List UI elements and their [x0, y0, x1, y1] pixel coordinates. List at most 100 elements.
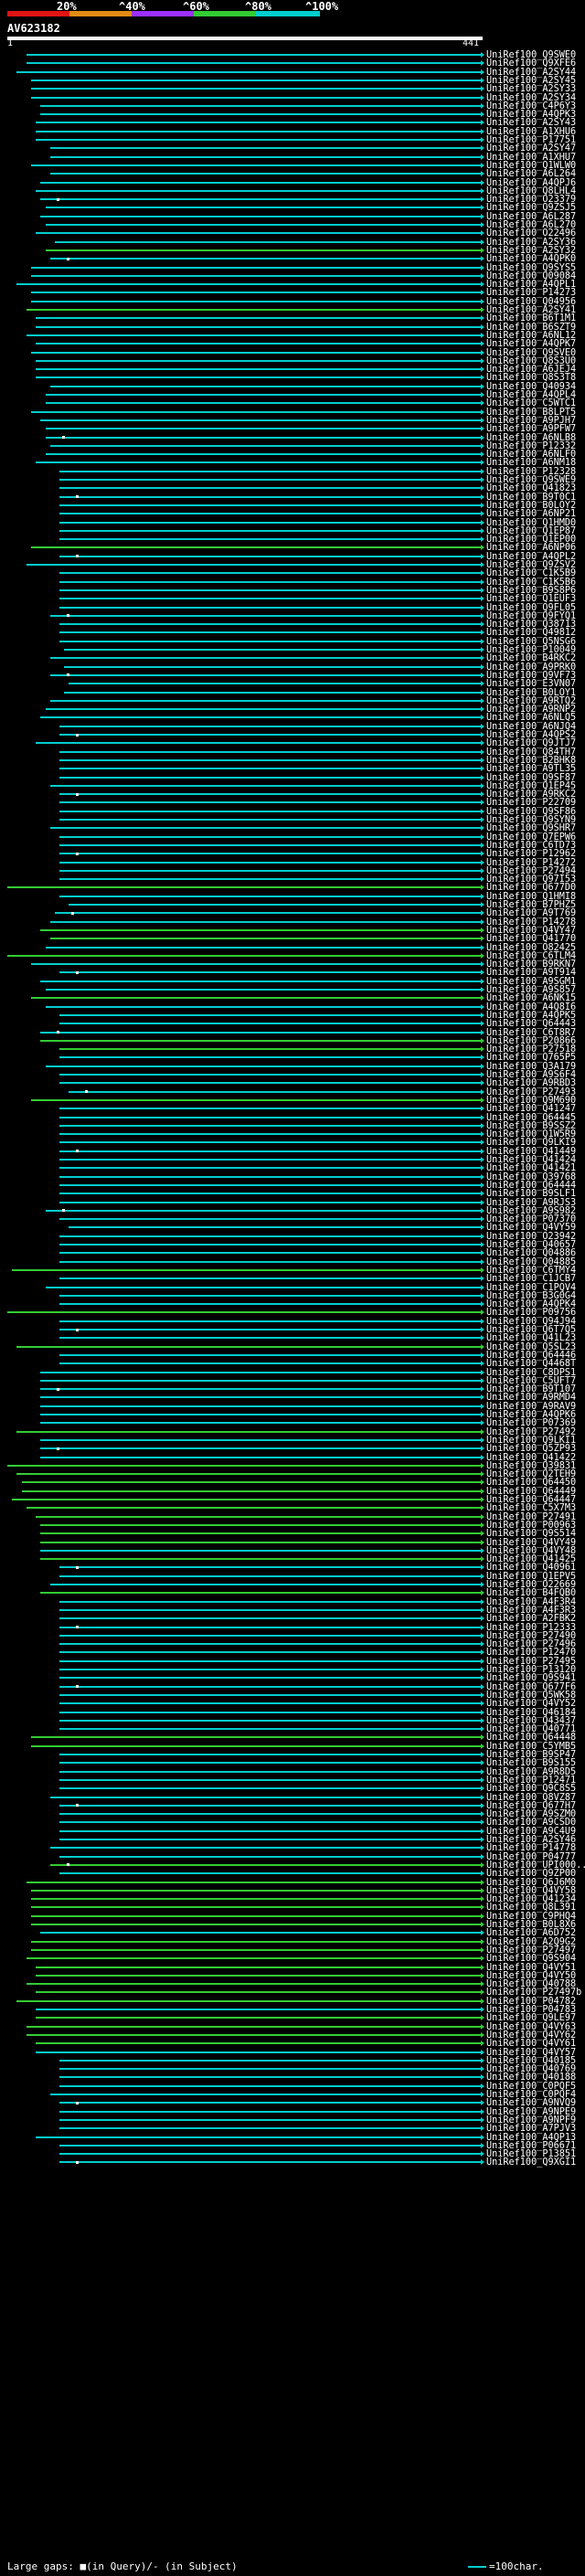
hit-id-link[interactable]: UniRef100_A9C4U9	[486, 1826, 577, 1837]
hit-id-link[interactable]: UniRef100_A6NL12	[486, 330, 577, 341]
hit-id-link[interactable]: UniRef100_C6TD73	[486, 840, 577, 851]
hit-id-link[interactable]: UniRef100_Q9C8S5	[486, 1784, 577, 1795]
hit-id-link[interactable]: UniRef100_A9RKC2	[486, 790, 577, 800]
hit-id-link[interactable]: UniRef100_Q9XFE6	[486, 58, 577, 69]
hit-id-link[interactable]: UniRef100_P04782	[486, 1996, 577, 2007]
hit-id-link[interactable]: UniRef100_Q46184	[486, 1707, 577, 1718]
hit-id-link[interactable]: UniRef100_B8LPT5	[486, 407, 577, 418]
hit-id-link[interactable]: UniRef100_Q41L23	[486, 1333, 577, 1344]
hit-id-link[interactable]: UniRef100_A9T914	[486, 968, 577, 979]
hit-id-link[interactable]: UniRef100_A2SY43	[486, 118, 577, 129]
hit-id-link[interactable]: UniRef100_A2SY47	[486, 143, 577, 154]
hit-id-link[interactable]: UniRef100_A9T769	[486, 908, 577, 919]
hit-id-link[interactable]: UniRef100_Q84TH7	[486, 747, 577, 758]
hit-id-link[interactable]: UniRef100_P09756	[486, 1308, 577, 1319]
hit-id-link[interactable]: UniRef100_A4QPK7	[486, 339, 577, 350]
hit-id-link[interactable]: UniRef100_A4QPL4	[486, 390, 577, 400]
hit-id-link[interactable]: UniRef100_Q9SVE0	[486, 347, 577, 358]
hit-id-link[interactable]: UniRef100_P07370	[486, 1214, 577, 1225]
hit-id-link[interactable]: UniRef100_Q43437	[486, 1715, 577, 1726]
hit-id-link[interactable]: UniRef100_P00963	[486, 1520, 577, 1531]
hit-id-link[interactable]: UniRef100_C6TLM4	[486, 950, 577, 961]
hit-id-link[interactable]: UniRef100_Q9JTJ7	[486, 738, 577, 749]
hit-id-link[interactable]: UniRef100_Q64448	[486, 1733, 577, 1744]
hit-id-link[interactable]: UniRef100_C1K5B6	[486, 577, 577, 588]
hit-id-link[interactable]: UniRef100_Q9LKI9	[486, 1138, 577, 1149]
hit-id-link[interactable]: UniRef100_Q9XGI1	[486, 2157, 577, 2168]
hit-id-link[interactable]: UniRef100_A6D752	[486, 1928, 577, 1939]
hit-id-link[interactable]: UniRef100_Q4VY59	[486, 1223, 577, 1234]
hit-id-link[interactable]: UniRef100_Q4468T	[486, 1359, 577, 1370]
hit-id-link[interactable]: UniRef100_Q97I53	[486, 875, 577, 885]
hit-id-link[interactable]: UniRef100_Q09084	[486, 270, 577, 281]
hit-id-link[interactable]: UniRef100_Q1EP45	[486, 780, 577, 791]
hit-id-link[interactable]: UniRef100_A6NJQ4	[486, 721, 577, 732]
hit-id-link[interactable]: UniRef100_Q9SHR7	[486, 823, 577, 834]
hit-id-link[interactable]: UniRef100_A4QPS2	[486, 730, 577, 740]
hit-id-link[interactable]: UniRef100_Q6T7Q5	[486, 1325, 577, 1335]
hit-id-link[interactable]: UniRef100_B0LOY2	[486, 500, 577, 511]
hit-id-link[interactable]: UniRef100_Q4VY58	[486, 1885, 577, 1896]
hit-id-link[interactable]: UniRef100_Q765P5	[486, 1053, 577, 1064]
hit-id-link[interactable]: UniRef100_Q1HMD0	[486, 517, 577, 528]
hit-id-link[interactable]: UniRef100_Q4VY62	[486, 2030, 577, 2041]
hit-id-link[interactable]: UniRef100_Q41421	[486, 1163, 577, 1174]
hit-id-link[interactable]: UniRef100_A4QPK4	[486, 1299, 577, 1310]
hit-id-link[interactable]: UniRef100_Q41823	[486, 483, 577, 494]
hit-id-link[interactable]: UniRef100_Q9S904	[486, 1954, 577, 1965]
hit-id-link[interactable]: UniRef100_A9PRK0	[486, 662, 577, 673]
hit-id-link[interactable]: UniRef100_Q1EP87	[486, 525, 577, 536]
hit-id-link[interactable]: UniRef100_P12332	[486, 440, 577, 451]
hit-id-link[interactable]: UniRef100_A6NP21	[486, 509, 577, 520]
hit-id-link[interactable]: UniRef100_Q1W5R9	[486, 1129, 577, 1140]
hit-id-link[interactable]: UniRef100_A9RJS3	[486, 1197, 577, 1208]
hit-id-link[interactable]: UniRef100_A6NLB8	[486, 432, 577, 443]
hit-id-link[interactable]: UniRef100_P27497b	[486, 1988, 582, 1998]
hit-id-link[interactable]: UniRef100_B9T107	[486, 1384, 577, 1395]
hit-id-link[interactable]: UniRef100_A9NPE9	[486, 2106, 577, 2117]
hit-id-link[interactable]: UniRef100_Q64444	[486, 1180, 577, 1191]
hit-id-link[interactable]: UniRef100_C9PHQ4	[486, 1911, 577, 1922]
hit-id-link[interactable]: UniRef100_A4QP13	[486, 2132, 577, 2143]
hit-id-link[interactable]: UniRef100_Q5SL23	[486, 1341, 577, 1352]
hit-id-link[interactable]: UniRef100_A9R8D5	[486, 1766, 577, 1777]
hit-id-link[interactable]: UniRef100_B6SZT9	[486, 322, 577, 333]
hit-id-link[interactable]: UniRef100_Q9SYN9	[486, 815, 577, 825]
hit-id-link[interactable]: UniRef100_Q40961	[486, 1563, 577, 1574]
hit-id-link[interactable]: UniRef100_A4Q8I6	[486, 1002, 577, 1012]
hit-id-link[interactable]: UniRef100_A2SY32	[486, 245, 577, 256]
hit-id-link[interactable]: UniRef100_Q04956	[486, 296, 577, 307]
hit-id-link[interactable]: UniRef100_Q38713	[486, 620, 577, 631]
hit-id-link[interactable]: UniRef100_A2SY33	[486, 84, 577, 95]
hit-id-link[interactable]: UniRef100_A6NLF0	[486, 450, 577, 461]
hit-id-link[interactable]: UniRef100_P14272	[486, 857, 577, 868]
hit-id-link[interactable]: UniRef100_Q64443	[486, 1019, 577, 1030]
hit-id-link[interactable]: UniRef100_C8DPS1	[486, 1367, 577, 1378]
hit-id-link[interactable]: UniRef100_Q4VY52	[486, 1699, 577, 1710]
hit-id-link[interactable]: UniRef100_B2BHK8	[486, 755, 577, 766]
hit-id-link[interactable]: UniRef100_P27495	[486, 1656, 577, 1667]
hit-id-link[interactable]: UniRef100_B9S8P6	[486, 585, 577, 596]
hit-id-link[interactable]: UniRef100_Q9S514	[486, 1529, 577, 1540]
hit-id-link[interactable]: UniRef100_P17751	[486, 135, 577, 145]
hit-id-link[interactable]: UniRef100_A4F3R4	[486, 1596, 577, 1607]
hit-id-link[interactable]: UniRef100_A2SY46	[486, 1835, 577, 1845]
hit-id-link[interactable]: UniRef100_A6L264	[486, 169, 577, 180]
hit-id-link[interactable]: UniRef100_A1XHU6	[486, 126, 577, 137]
hit-id-link[interactable]: UniRef100_A9S6F4	[486, 1070, 577, 1080]
hit-id-link[interactable]: UniRef100_A6L287	[486, 211, 577, 222]
hit-id-link[interactable]: UniRef100_A9CSD0	[486, 1818, 577, 1829]
hit-id-link[interactable]: UniRef100_Q04886	[486, 1248, 577, 1259]
hit-id-link[interactable]: UniRef100_P12328	[486, 466, 577, 477]
hit-id-link[interactable]: UniRef100_A2FBK2	[486, 1614, 577, 1625]
hit-id-link[interactable]: UniRef100_C5WTC1	[486, 398, 577, 409]
hit-id-link[interactable]: UniRef100_Q9LKI1	[486, 1435, 577, 1446]
hit-id-link[interactable]: UniRef100_Q1HMI8	[486, 891, 577, 902]
hit-id-link[interactable]: UniRef100_P04777	[486, 1851, 577, 1862]
hit-id-link[interactable]: UniRef100_P10049	[486, 645, 577, 655]
hit-id-link[interactable]: UniRef100_A6NM18	[486, 458, 577, 469]
hit-id-link[interactable]: UniRef100_Q5WK58	[486, 1690, 577, 1701]
hit-id-link[interactable]: UniRef100_C6TMY4	[486, 1265, 577, 1276]
hit-id-link[interactable]: UniRef100_Q9ZSJ5	[486, 203, 577, 214]
hit-id-link[interactable]: UniRef100_A9RAV9	[486, 1401, 577, 1412]
